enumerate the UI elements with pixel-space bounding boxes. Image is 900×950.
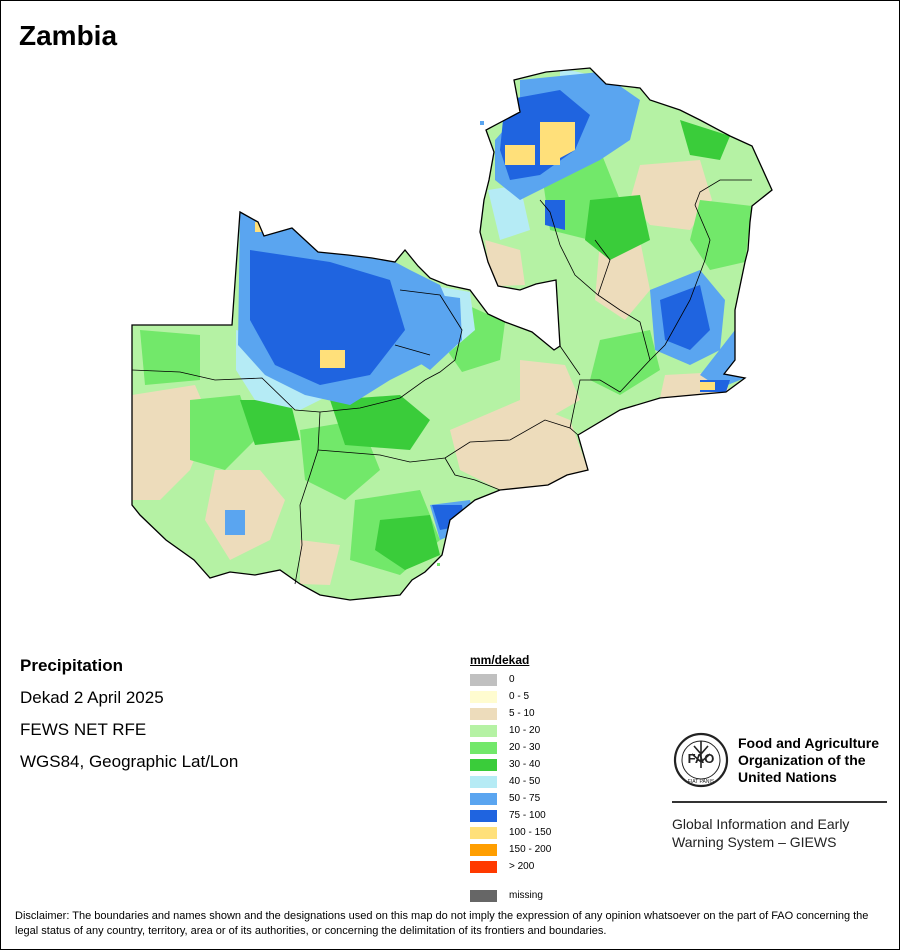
legend-label: 100 - 150: [509, 827, 552, 838]
disclaimer: Disclaimer: The boundaries and names sho…: [15, 910, 869, 937]
legend-label-missing: missing: [509, 890, 543, 901]
period-label: Dekad 2 April 2025: [20, 688, 164, 707]
legend-label: 0 - 5: [509, 691, 530, 702]
legend-label: 50 - 75: [509, 793, 541, 804]
legend-swatch: [470, 724, 497, 737]
legend-label: 30 - 40: [509, 759, 541, 770]
legend-swatch: [470, 673, 497, 686]
giews-line-2: Warning System – GIEWS: [672, 834, 837, 850]
legend-label: 10 - 20: [509, 725, 541, 736]
legend-swatch: [470, 809, 497, 822]
legend-label: > 200: [509, 861, 535, 872]
legend-label: 20 - 30: [509, 742, 541, 753]
legend-swatch-missing: [470, 889, 497, 902]
legend-swatch: [470, 860, 497, 873]
variable-label: Precipitation: [20, 656, 123, 675]
legend-item: 0: [470, 671, 551, 688]
fao-divider: [672, 801, 887, 803]
fao-name-line-2: Organization of the: [738, 752, 866, 768]
legend-label: 75 - 100: [509, 810, 546, 821]
precipitation-map: [131, 67, 773, 601]
map-metadata: Precipitation Dekad 2 April 2025 FEWS NE…: [20, 656, 238, 784]
fao-name: Food and Agriculture Organization of the…: [738, 735, 879, 786]
legend-item: 5 - 10: [470, 705, 551, 722]
legend-swatch: [470, 826, 497, 839]
legend-item-missing: missing: [470, 887, 551, 904]
legend-swatch: [470, 843, 497, 856]
projection-label: WGS84, Geographic Lat/Lon: [20, 752, 239, 771]
giews-name: Global Information and Early Warning Sys…: [672, 815, 849, 851]
legend-item: 50 - 75: [470, 790, 551, 807]
legend-swatch: [470, 775, 497, 788]
source-label: FEWS NET RFE: [20, 720, 147, 739]
legend-item: 20 - 30: [470, 739, 551, 756]
legend-swatch: [470, 792, 497, 805]
legend-item: 10 - 20: [470, 722, 551, 739]
fao-name-line-1: Food and Agriculture: [738, 735, 880, 751]
legend-swatch: [470, 707, 497, 720]
fao-name-line-3: United Nations: [738, 769, 837, 785]
legend-swatch: [470, 690, 497, 703]
legend-item: > 200: [470, 858, 551, 875]
giews-line-1: Global Information and Early: [672, 816, 850, 832]
legend-item: 0 - 5: [470, 688, 551, 705]
legend-label: 40 - 50: [509, 776, 541, 787]
fao-logo-letters: FAO: [688, 751, 715, 766]
legend-label: 150 - 200: [509, 844, 552, 855]
legend-item: 150 - 200: [470, 841, 551, 858]
legend: mm/dekad 0 0 - 5 5 - 10 10 - 20 20 - 30 30 - …: [470, 653, 551, 904]
legend-label: 5 - 10: [509, 708, 535, 719]
legend-swatch: [470, 758, 497, 771]
legend-item: 40 - 50: [470, 773, 551, 790]
legend-swatch: [470, 741, 497, 754]
legend-item: 30 - 40: [470, 756, 551, 773]
legend-item: 75 - 100: [470, 807, 551, 824]
fao-logo-icon: FAO FIAT PANIS: [673, 732, 729, 788]
map-title: Zambia: [19, 20, 118, 51]
legend-label: 0: [509, 674, 515, 685]
legend-title: mm/dekad: [470, 653, 530, 667]
fao-logo-motto: FIAT PANIS: [688, 779, 715, 785]
legend-item: 100 - 150: [470, 824, 551, 841]
